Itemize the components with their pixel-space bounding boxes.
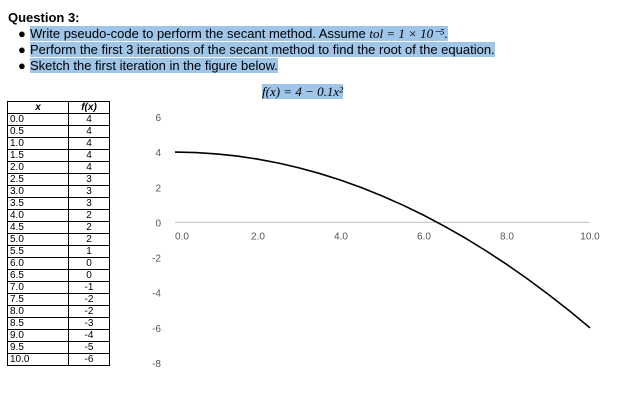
table-row: 4.5 2 xyxy=(7,221,110,234)
y-tick-label: -6 xyxy=(152,324,161,335)
instruction-3: ● Sketch the first iteration in the figu… xyxy=(18,58,495,74)
instruction-3-text: Sketch the first iteration in the figure… xyxy=(30,58,278,73)
table-row: 1.0 4 xyxy=(7,137,110,150)
table-row: 6.0 0 xyxy=(7,257,110,270)
cell-fx: -6 xyxy=(68,353,110,366)
series-line xyxy=(174,151,591,329)
instruction-2: ● Perform the first 3 iterations of the … xyxy=(18,42,495,58)
bullet-icon: ● xyxy=(18,26,26,41)
y-tick-label: -8 xyxy=(152,359,161,370)
x-tick-label: 4.0 xyxy=(334,231,348,242)
formula-text: f(x) = 4 − 0.1x² xyxy=(262,84,344,99)
x-tick-label: 8.0 xyxy=(500,231,514,242)
y-tick-label: -2 xyxy=(152,254,161,265)
x-tick-label: 2.0 xyxy=(251,231,265,242)
bullet-icon: ● xyxy=(18,42,26,57)
instruction-1-text: Write pseudo-code to perform the secant … xyxy=(30,26,370,41)
values-table: x f(x) 0.0 4 0.5 4 1.0 4 1.5 4 2.0 4 2.5 3 3.0 3 3.5 3 4… xyxy=(7,101,110,366)
y-tick-label: 0 xyxy=(155,218,161,229)
instruction-list: ● Write pseudo-code to perform the secan… xyxy=(18,26,495,74)
y-tick-label: -4 xyxy=(152,289,161,300)
bullet-icon: ● xyxy=(18,58,26,73)
table-row: 9.0 -4 xyxy=(7,329,110,342)
table-row: 10.0 -6 xyxy=(7,353,110,366)
table-row: 9.5 -5 xyxy=(7,341,110,354)
x-tick-label: 0.0 xyxy=(175,231,189,242)
y-tick-label: 4 xyxy=(155,148,161,159)
y-tick-label: 6 xyxy=(155,113,161,124)
x-tick-label: 10.0 xyxy=(580,231,600,242)
table-body: 0.0 4 0.5 4 1.0 4 1.5 4 2.0 4 2.5 3 3.0 3 3.5 3 4.0 2 4.5 2… xyxy=(7,113,110,366)
function-formula: f(x) = 4 − 0.1x² xyxy=(262,84,344,100)
instruction-2-text: Perform the first 3 iterations of the se… xyxy=(30,42,495,57)
x-tick-label: 6.0 xyxy=(417,231,431,242)
instruction-1: ● Write pseudo-code to perform the secan… xyxy=(18,26,495,42)
y-tick-label: 2 xyxy=(155,183,161,194)
question-title: Question 3: xyxy=(8,10,80,25)
table-row: 8.0 -2 xyxy=(7,305,110,318)
instruction-1-math: tol = 1 × 10⁻⁵. xyxy=(369,26,448,41)
